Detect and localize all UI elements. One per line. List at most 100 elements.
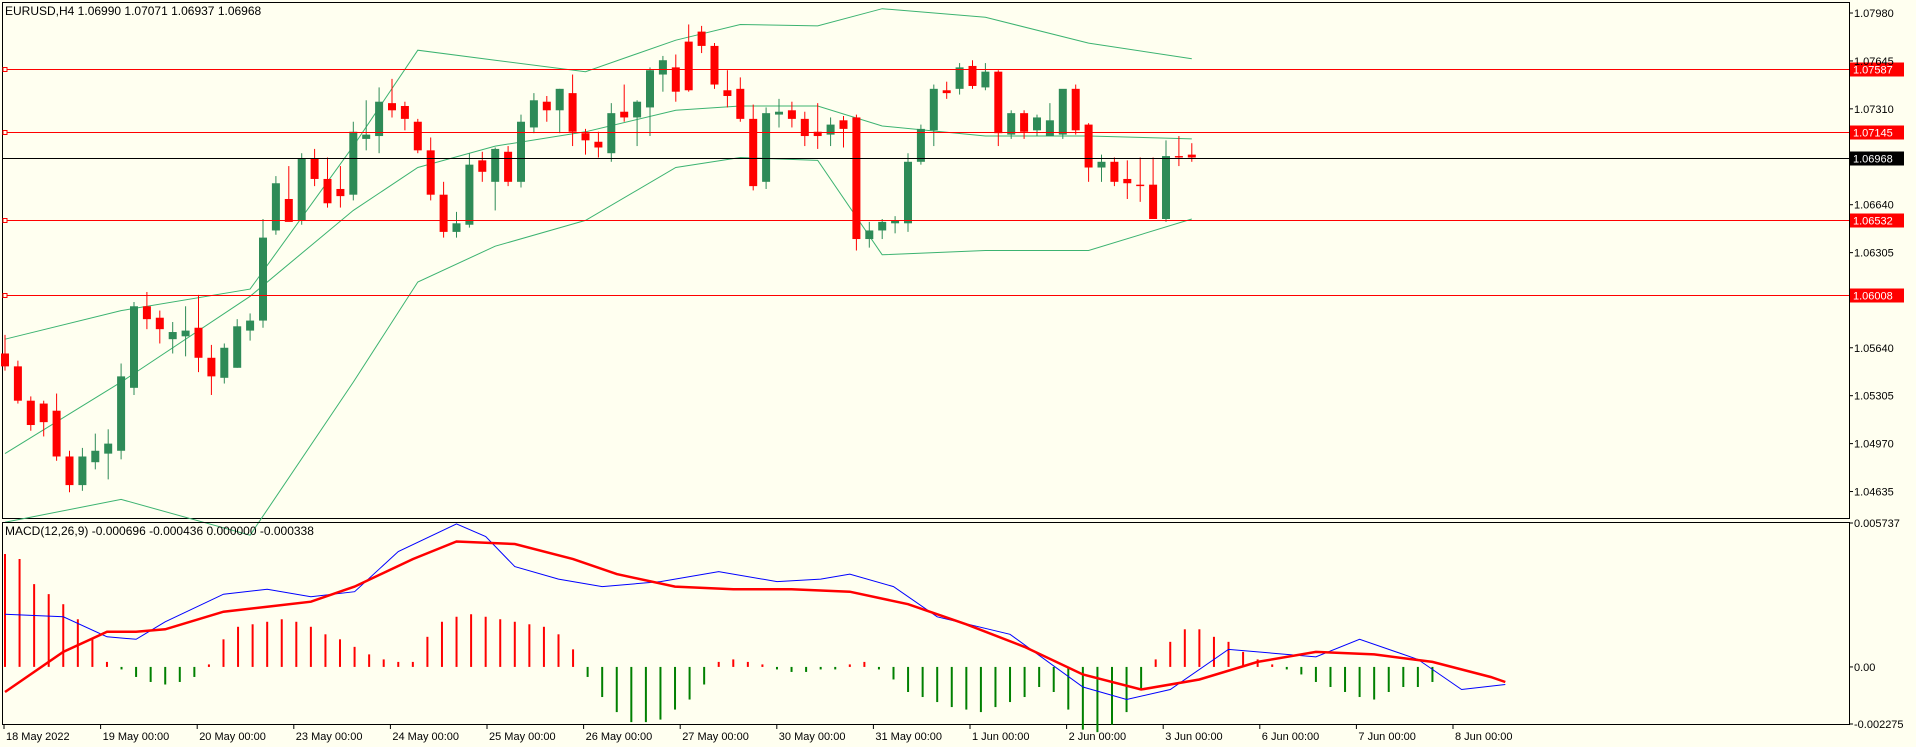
candle bbox=[413, 118, 422, 154]
candle-body bbox=[130, 306, 138, 388]
candle bbox=[349, 121, 358, 201]
level-anchor-handle[interactable] bbox=[2, 67, 8, 72]
candle bbox=[181, 306, 190, 357]
time-axis-label: 7 Jun 00:00 bbox=[1358, 731, 1416, 743]
candle bbox=[362, 100, 371, 151]
time-axis-label: 24 May 00:00 bbox=[392, 731, 459, 743]
candlestick-series bbox=[1, 24, 1196, 493]
candle bbox=[91, 433, 100, 470]
candle-body bbox=[1174, 156, 1183, 158]
time-axis-label: 1 Jun 00:00 bbox=[972, 731, 1030, 743]
candle bbox=[839, 116, 848, 148]
candle-body bbox=[916, 128, 925, 162]
candle-body bbox=[839, 120, 848, 129]
candle-body bbox=[388, 103, 396, 111]
candle-body bbox=[981, 71, 990, 88]
level-price-tag bbox=[1850, 125, 1904, 140]
candle-body bbox=[775, 111, 783, 115]
candle bbox=[684, 24, 693, 92]
candle bbox=[220, 343, 229, 384]
candle-body bbox=[284, 198, 293, 222]
candle bbox=[658, 55, 667, 92]
current-price-tag bbox=[1850, 151, 1904, 166]
macd-signal-line bbox=[4, 540, 1506, 694]
candle-body bbox=[349, 131, 358, 195]
candle bbox=[1162, 140, 1170, 222]
candle-body bbox=[297, 158, 306, 221]
candle-body bbox=[904, 161, 912, 224]
price-axis-label: 1.05305 bbox=[1854, 391, 1894, 403]
candle-body bbox=[942, 90, 951, 94]
macd-indicator-pane[interactable]: 0.005737 0.00 -0.002275 MACD(12,26,9) -0.0… bbox=[2, 518, 1904, 733]
level-price-text: 1.06968 bbox=[1853, 154, 1893, 166]
level-price-tag bbox=[1850, 62, 1904, 77]
price-axis-label: 1.04635 bbox=[1854, 487, 1894, 499]
candle-body bbox=[994, 71, 1003, 134]
candle-body bbox=[491, 148, 500, 182]
price-axis: 1.07980 1.07645 1.07310 1.06640 1.06305 1.056… bbox=[1849, 8, 1894, 499]
level-price-text: 1.06532 bbox=[1853, 216, 1893, 228]
candle-body bbox=[749, 118, 758, 187]
candle bbox=[310, 148, 319, 187]
candle bbox=[452, 211, 461, 238]
candle bbox=[762, 107, 771, 189]
candle bbox=[800, 111, 809, 147]
level-anchor-handle[interactable] bbox=[2, 218, 8, 223]
candle-body bbox=[323, 178, 332, 204]
candle-body bbox=[52, 410, 61, 457]
macd-axis-label: 0.005737 bbox=[1854, 518, 1900, 530]
candle-body bbox=[787, 110, 796, 119]
candle-body bbox=[1, 353, 9, 367]
candle-body bbox=[413, 121, 422, 151]
candle bbox=[942, 81, 951, 99]
candle-body bbox=[13, 366, 22, 401]
candle bbox=[736, 77, 745, 122]
candle-body bbox=[813, 131, 822, 137]
candle-body bbox=[800, 118, 809, 137]
candle bbox=[555, 88, 564, 134]
candle bbox=[168, 322, 177, 354]
candle-body bbox=[710, 45, 719, 85]
macd-lines bbox=[4, 523, 1506, 701]
bollinger-lower-line bbox=[4, 156, 1192, 536]
candle-body bbox=[929, 88, 938, 131]
candle-body bbox=[39, 403, 48, 423]
candle bbox=[633, 100, 642, 147]
candle-body bbox=[1071, 88, 1080, 131]
candle bbox=[233, 319, 242, 368]
candle bbox=[297, 153, 306, 225]
candle bbox=[117, 363, 126, 460]
candle bbox=[710, 43, 719, 89]
candle bbox=[323, 157, 332, 208]
candle-body bbox=[375, 101, 384, 137]
time-axis: 18 May 2022 19 May 00:00 20 May 00:00 23 Ma… bbox=[3, 725, 1513, 743]
candle bbox=[929, 84, 938, 147]
macd-pane-frame bbox=[2, 522, 1850, 725]
candle bbox=[916, 124, 925, 165]
candle bbox=[155, 310, 164, 344]
candle bbox=[1045, 103, 1054, 137]
price-chart-pane[interactable]: 1.07587 1.07145 1.06968 1.06532 1.06008 1.07… bbox=[1, 2, 1904, 536]
candle-body bbox=[310, 158, 319, 179]
level-anchor-handle[interactable] bbox=[2, 293, 8, 298]
candle-body bbox=[26, 400, 35, 426]
candle bbox=[52, 393, 61, 461]
candle-body bbox=[1097, 161, 1106, 168]
macd-histogram bbox=[4, 554, 1434, 733]
candle bbox=[1097, 154, 1106, 182]
candle bbox=[723, 70, 732, 108]
candle bbox=[646, 67, 654, 137]
level-anchor-handle[interactable] bbox=[2, 130, 8, 135]
symbol-ohlc-label: EURUSD,H4 1.06990 1.07071 1.06937 1.0696… bbox=[5, 4, 262, 18]
candle-body bbox=[1007, 113, 1016, 135]
horizontal-levels[interactable]: 1.07587 1.07145 1.06968 1.06532 1.06008 bbox=[2, 62, 1904, 303]
candle-body bbox=[478, 160, 487, 172]
level-price-tag bbox=[1850, 213, 1904, 228]
candle-body bbox=[865, 230, 874, 240]
candle bbox=[904, 153, 912, 232]
candle bbox=[439, 181, 448, 238]
candle bbox=[697, 25, 706, 54]
time-axis-label: 18 May 2022 bbox=[6, 731, 70, 743]
candle-body bbox=[104, 443, 113, 454]
